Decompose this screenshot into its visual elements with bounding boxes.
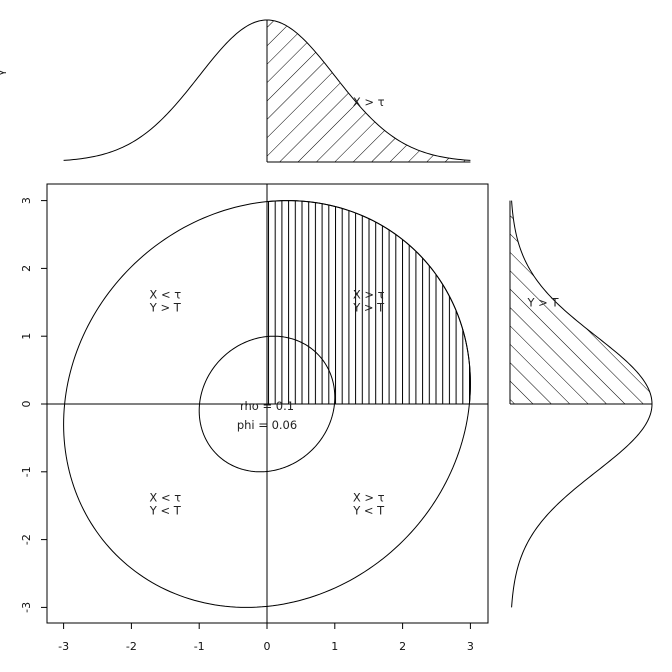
x-axis: -3 -2 -1 0 1 2 3	[58, 622, 474, 653]
top-marginal-label: X > τ	[353, 95, 385, 109]
x-tick-label: 2	[399, 640, 406, 653]
x-tick-label: 1	[331, 640, 338, 653]
lower-left-label-line1: X < τ	[149, 491, 181, 505]
upper-right-label-line2: Y > T	[352, 300, 385, 314]
y-tick-label: -1	[20, 466, 33, 477]
right-marginal: Y > T	[509, 200, 653, 608]
upper-right-label-line1: X > τ	[353, 287, 385, 301]
y-tick-label: -2	[20, 534, 33, 545]
lower-left-label-line2: Y < T	[149, 504, 182, 518]
y-tick-label: 0	[20, 401, 33, 408]
upper-left-label-line2: Y > T	[149, 300, 182, 314]
phi-annotation: phi = 0.06	[237, 418, 297, 432]
upper-right-region-edge	[266, 200, 471, 405]
x-tick-label: -1	[194, 640, 205, 653]
x-tick-label: -2	[126, 640, 137, 653]
top-marginal: X > τ	[63, 19, 471, 163]
top-marginal-shaded-area	[267, 20, 471, 162]
outer-contour	[63, 200, 471, 608]
lower-right-label-line1: X > τ	[353, 491, 385, 505]
x-tick-label: -3	[58, 640, 69, 653]
left-edge-glyph: γ	[0, 69, 7, 76]
upper-left-label-line1: X < τ	[149, 287, 181, 301]
x-tick-label: 3	[467, 640, 474, 653]
y-tick-label: 2	[20, 265, 33, 272]
y-tick-label: -3	[20, 602, 33, 613]
upper-right-shaded-region	[267, 200, 471, 404]
rho-annotation: rho = 0.1	[240, 399, 294, 413]
x-tick-label: 0	[264, 640, 271, 653]
quadrant-labels: X < τY > TX > τY > TX < τY < TX > τY < T	[149, 287, 385, 517]
y-axis: -3 -2 -1 0 1 2 3	[20, 197, 48, 613]
y-tick-label: 3	[20, 197, 33, 204]
lower-right-label-line2: Y < T	[352, 504, 385, 518]
inner-contour	[198, 335, 336, 473]
right-marginal-label: Y > T	[527, 295, 560, 309]
y-tick-label: 1	[20, 333, 33, 340]
